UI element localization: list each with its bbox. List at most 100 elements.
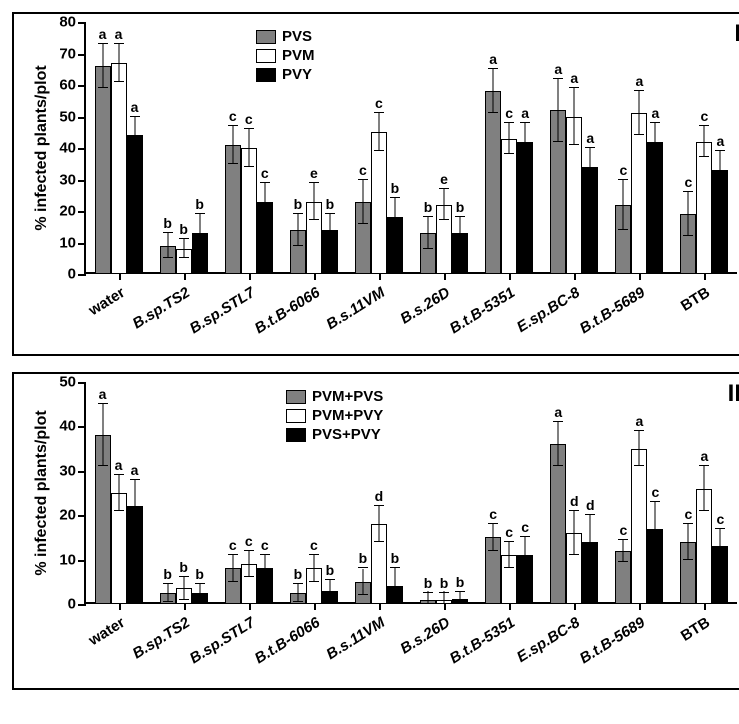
error-cap: [715, 150, 725, 151]
error-bar: [688, 192, 689, 236]
error-bar: [574, 511, 575, 555]
bar-letter: a: [701, 448, 709, 464]
error-cap: [569, 144, 579, 145]
legend-item: PVS: [256, 28, 315, 45]
bar-letter: c: [229, 537, 237, 553]
x-tick-label: B.s.26D: [397, 614, 453, 658]
x-tick: [704, 274, 706, 280]
error-cap: [520, 122, 530, 123]
y-tick-label: 0: [68, 596, 86, 613]
error-cap: [553, 421, 563, 422]
error-cap: [634, 430, 644, 431]
error-bar: [428, 217, 429, 249]
x-tick-label: BTB: [678, 614, 713, 645]
bar-letter: c: [261, 537, 269, 553]
bar-letter: c: [505, 524, 513, 540]
error-cap: [488, 112, 498, 113]
error-cap: [228, 125, 238, 126]
y-tick-label: 30: [59, 462, 86, 479]
error-cap: [423, 592, 433, 593]
x-tick-label: B.t.B-5689: [577, 614, 648, 667]
bar-letter: c: [685, 506, 693, 522]
legend-label: PVM+PVS: [312, 388, 383, 405]
error-bar: [590, 148, 591, 186]
error-bar: [493, 69, 494, 113]
error-cap: [374, 112, 384, 113]
chart-panel-I: 01020304050607080% infected plants/plotw…: [12, 12, 739, 356]
x-tick-label: B.t.B-5351: [447, 614, 518, 667]
error-bar: [362, 180, 363, 224]
legend-item: PVM+PVY: [286, 407, 383, 424]
error-cap: [455, 248, 465, 249]
x-tick: [509, 604, 511, 610]
y-tick-label: 10: [59, 234, 86, 251]
error-cap: [439, 188, 449, 189]
y-tick-label: 40: [59, 140, 86, 157]
bar-letter: b: [195, 566, 204, 582]
error-bar: [102, 404, 103, 466]
legend-item: PVM: [256, 47, 315, 64]
error-cap: [390, 197, 400, 198]
error-cap: [358, 223, 368, 224]
error-cap: [699, 125, 709, 126]
error-bar: [329, 580, 330, 602]
legend-item: PVY: [256, 66, 315, 83]
error-cap: [163, 583, 173, 584]
legend-swatch: [286, 409, 306, 423]
error-cap: [244, 576, 254, 577]
y-tick-label: 20: [59, 507, 86, 524]
error-cap: [114, 474, 124, 475]
error-cap: [683, 235, 693, 236]
error-cap: [569, 554, 579, 555]
y-axis-label: % infected plants/plot: [33, 65, 51, 230]
error-cap: [179, 257, 189, 258]
plot-area: 01020304050% infected plants/plotwaterB.…: [84, 382, 737, 604]
error-cap: [439, 592, 449, 593]
y-axis-label: % infected plants/plot: [33, 410, 51, 575]
x-tick-label: B.sp.STL7: [187, 614, 258, 667]
error-cap: [244, 550, 254, 551]
error-bar: [167, 584, 168, 602]
legend-label: PVS+PVY: [312, 426, 381, 443]
legend-swatch: [286, 428, 306, 442]
error-cap: [374, 541, 384, 542]
bar-letter: b: [456, 199, 465, 215]
bar-letter: d: [586, 497, 595, 513]
error-bar: [183, 239, 184, 258]
error-bar: [313, 555, 314, 582]
x-tick-label: B.s.11VM: [323, 284, 388, 333]
x-tick-label: water: [85, 614, 127, 649]
error-bar: [720, 529, 721, 565]
bar-letter: b: [391, 550, 400, 566]
error-cap: [650, 122, 660, 123]
x-tick: [509, 274, 511, 280]
error-bar: [558, 79, 559, 142]
error-bar: [232, 555, 233, 582]
error-bar: [655, 502, 656, 555]
y-tick-label: 80: [59, 14, 86, 31]
x-tick-label: B.sp.STL7: [187, 284, 258, 337]
error-cap: [618, 539, 628, 540]
error-bar: [655, 123, 656, 161]
error-cap: [488, 550, 498, 551]
error-cap: [358, 179, 368, 180]
error-bar: [394, 198, 395, 236]
error-bar: [639, 431, 640, 467]
legend-swatch: [256, 30, 276, 44]
bar-letter: b: [294, 566, 303, 582]
error-bar: [118, 44, 119, 82]
panel-tag: I: [734, 20, 739, 48]
error-cap: [634, 90, 644, 91]
bar: [647, 142, 663, 274]
legend-label: PVM: [282, 47, 315, 64]
error-bar: [639, 91, 640, 135]
panel-tag: II: [728, 380, 739, 408]
bar-letter: c: [261, 165, 269, 181]
error-cap: [650, 554, 660, 555]
error-cap: [683, 191, 693, 192]
error-cap: [504, 122, 514, 123]
error-cap: [130, 479, 140, 480]
error-cap: [569, 510, 579, 511]
bar: [631, 449, 647, 604]
error-cap: [293, 213, 303, 214]
